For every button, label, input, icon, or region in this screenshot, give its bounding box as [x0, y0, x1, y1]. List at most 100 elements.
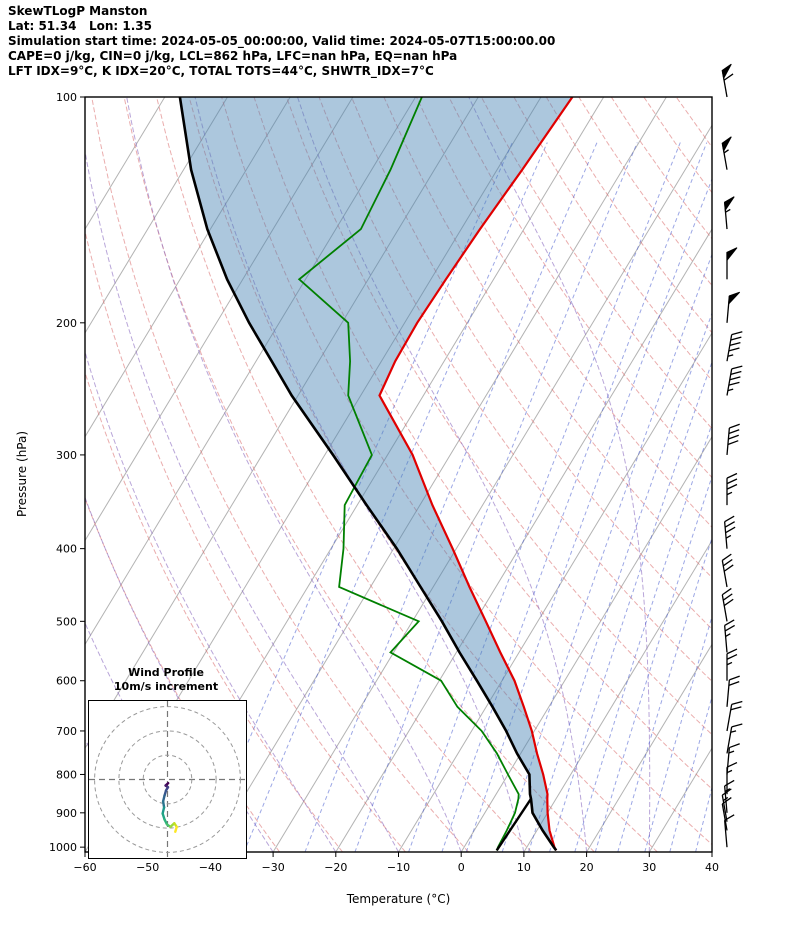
mixing-ratio-line: [695, 785, 712, 852]
mixing-ratio-line: [594, 474, 712, 852]
wind-barb-full: [724, 619, 735, 627]
mixing-ratio-line: [644, 615, 712, 852]
x-ticks-group: −60 −50 −40 −30 −20 −10 0 10 20 30 40: [73, 852, 719, 874]
mixing-ratio-line: [243, 142, 548, 852]
dry-adiabat-line: [415, 97, 712, 528]
isotherm-line: [460, 435, 712, 852]
x-tick-label: −40: [199, 861, 222, 874]
wind-barb-full: [722, 558, 733, 567]
wind-barb-pennant: [728, 291, 741, 306]
wind-barb-full: [724, 624, 735, 632]
wind-barb: [726, 472, 738, 506]
dry-adiabat-line: [253, 97, 712, 790]
isotherm-line: [335, 228, 712, 852]
header-stability-2: LFT IDX=9°C, K IDX=20°C, TOTAL TOTS=44°C…: [8, 64, 434, 78]
wind-barb-full: [723, 73, 734, 81]
wind-barb-full: [728, 347, 740, 352]
x-tick-label: 10: [517, 861, 531, 874]
wind-barb-staff: [726, 679, 731, 707]
y-tick-label: 900: [56, 807, 77, 820]
wind-barb-full: [729, 376, 741, 381]
wind-barb-staff: [721, 803, 728, 831]
y-tick-label: 200: [56, 317, 77, 330]
wind-barb-staff: [726, 368, 733, 396]
wind-barb: [726, 291, 741, 323]
mixing-ratio-line: [549, 360, 712, 852]
wind-barb-full: [730, 370, 742, 375]
wind-barb-half: [728, 750, 735, 754]
wind-barb: [726, 743, 740, 775]
plot-area: [85, 97, 712, 852]
dry-adiabat-line: [221, 97, 712, 846]
wind-barb-full: [729, 743, 740, 749]
dry-adiabat-line: [286, 97, 712, 736]
wind-barb-staff: [723, 820, 728, 848]
moist-adiabat-line: [297, 97, 588, 852]
wind-barb: [721, 587, 734, 622]
wind-barb-full: [728, 434, 739, 440]
wind-barb-pennant: [724, 196, 735, 212]
hodograph-ring: [94, 706, 241, 853]
dry-adiabat-line: [545, 97, 712, 334]
hodograph-subtitle: 10m/s increment: [113, 680, 219, 693]
y-tick-label: 700: [56, 725, 77, 738]
wind-barb-staff: [723, 785, 728, 813]
isotherm-line: [398, 331, 712, 852]
mixing-ratio-line: [408, 142, 681, 852]
dry-adiabat-line: [156, 97, 595, 852]
wind-barbs-group: [721, 63, 743, 848]
wind-barb-staff: [726, 334, 733, 362]
wind-barb-full: [727, 440, 739, 446]
wind-barb-full: [724, 515, 735, 523]
isotherm-line: [648, 747, 712, 852]
mixing-ratio-line: [617, 536, 712, 852]
header-block: SkewTLogP Manston Lat: 51.34 Lon: 1.35 S…: [8, 4, 555, 79]
dry-adiabat-line: [188, 97, 658, 852]
wind-barb: [721, 553, 734, 588]
wind-barb-full: [730, 706, 742, 711]
wind-barb-full: [725, 526, 736, 534]
dewpoint-curve: [297, 97, 520, 851]
hodograph-plot: [89, 701, 246, 858]
wind-barb-full: [731, 365, 743, 370]
x-tick-label: 0: [458, 861, 465, 874]
wind-barb-pennant: [721, 63, 732, 80]
wind-barb-full: [724, 521, 735, 528]
wind-barb: [726, 247, 738, 280]
wind-barb-full: [726, 472, 738, 479]
x-tick-label: −10: [387, 861, 410, 874]
cin-shading: [179, 97, 573, 851]
wind-barb-full: [731, 723, 743, 728]
wind-barb-half: [725, 208, 731, 213]
wind-barb-staff: [721, 795, 728, 822]
x-tick-label: −20: [324, 861, 347, 874]
wind-barb: [726, 423, 740, 455]
dry-adiabat-line: [643, 97, 712, 194]
wind-barb-full: [726, 483, 738, 490]
moist-adiabat-group: [85, 97, 651, 852]
header-stability-1: CAPE=0 j/kg, CIN=0 j/kg, LCL=862 hPa, LF…: [8, 49, 458, 63]
dry-adiabat-line: [448, 97, 712, 479]
isotherm-line: [85, 97, 417, 646]
wind-barb-staff: [726, 726, 733, 754]
moist-adiabat-line: [194, 97, 525, 852]
dry-adiabat-line: [383, 97, 712, 579]
wind-barb: [726, 723, 743, 754]
dry-adiabat-line: [351, 97, 712, 630]
mixing-ratio-line: [528, 311, 712, 852]
moist-adiabat-line: [126, 97, 462, 852]
wind-barb: [723, 619, 735, 653]
wind-barb-full: [726, 761, 738, 768]
wind-barb-staff: [726, 427, 731, 455]
mixing-ratio-line: [501, 253, 712, 852]
dry-adiabat-line: [123, 97, 532, 852]
wind-barb: [721, 136, 732, 170]
moist-adiabat-line: [85, 350, 337, 852]
isotherm-line: [85, 97, 291, 438]
wind-barb-staff: [723, 625, 728, 653]
isotherm-line: [85, 97, 166, 231]
wind-barb: [723, 779, 735, 813]
wind-barb-staff: [721, 560, 728, 588]
wind-barb-pennant: [726, 247, 738, 262]
